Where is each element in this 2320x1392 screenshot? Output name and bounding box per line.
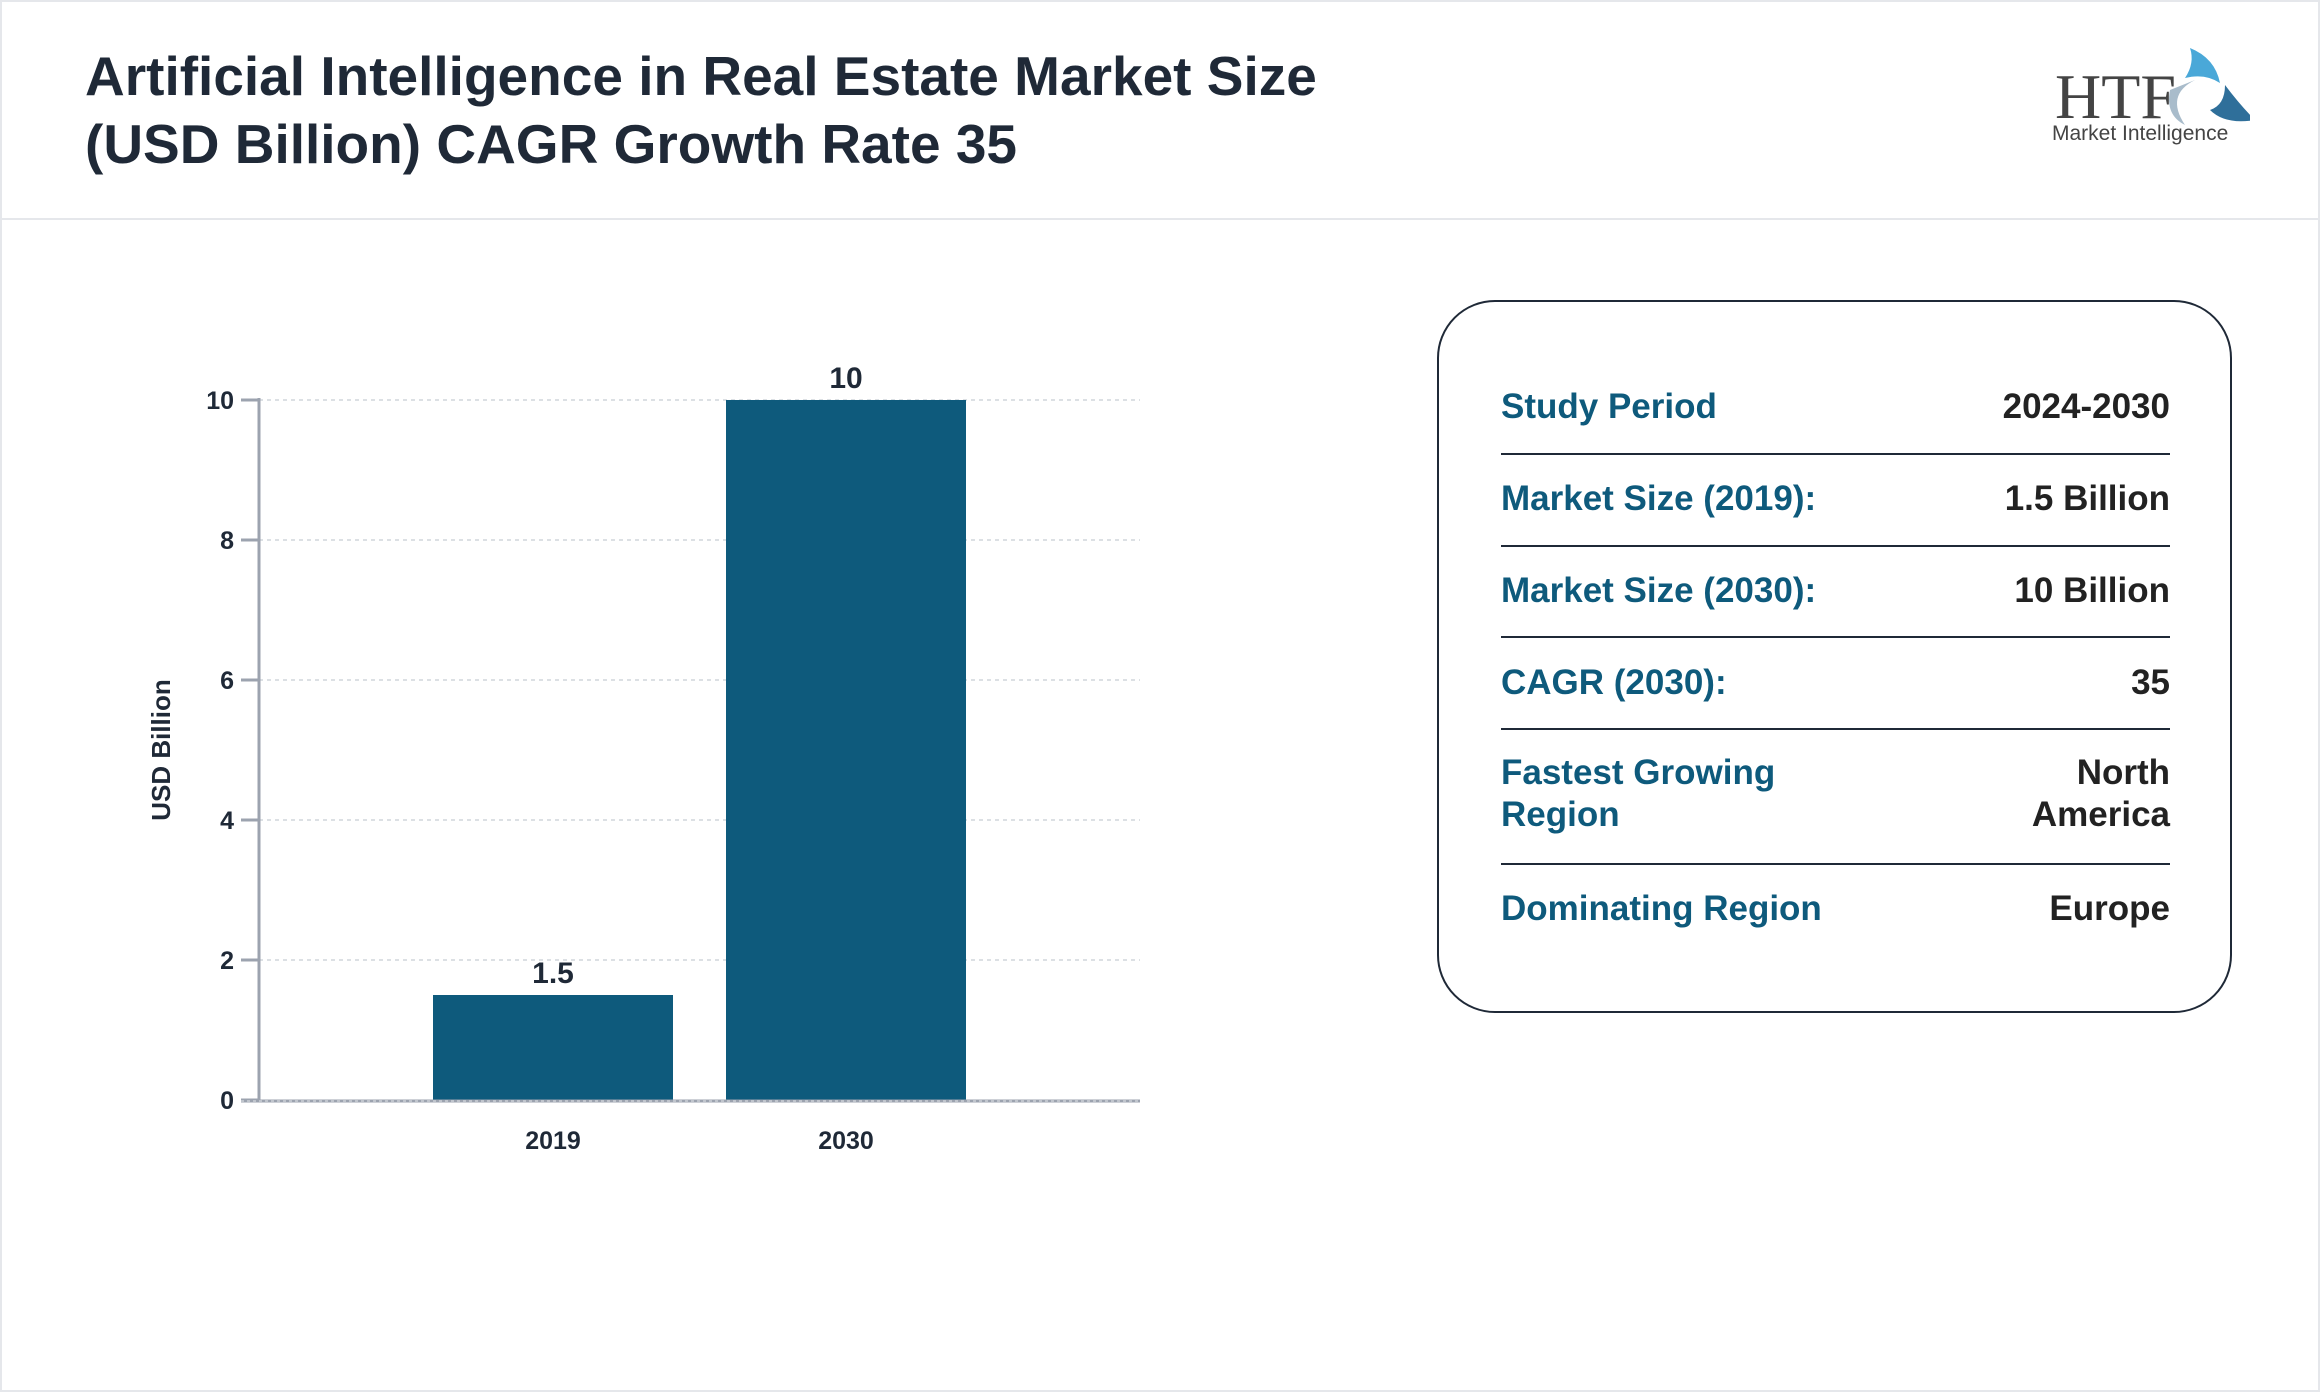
info-row: Study Period 2024-2030 [1501,386,2170,428]
info-value: 1.5 Billion [2004,479,2170,518]
info-card: Study Period 2024-2030 Market Size (2019):… [1437,300,2232,1013]
logo-swirl-icon [2185,48,2220,83]
x-tick-label: 2019 [525,1127,581,1155]
info-label: Dominating Region [1501,889,1822,928]
row-divider [1501,545,2170,547]
bar-chart: 0 2 4 6 8 10 1.5 2019 10 2030 USD Billion [146,362,1140,1155]
info-label: Study Period [1501,387,1717,426]
page-title: Artificial Intelligence in Real Estate M… [85,42,1317,178]
info-label: Market Size (2030): [1501,571,1817,610]
info-label: CAGR (2030): [1501,663,1727,702]
bar-2019 [433,995,673,1100]
info-value: Europe [2049,889,2170,928]
x-tick-label: 2030 [818,1127,874,1155]
info-value: North America [2031,753,2170,834]
htf-logo: HTF Market Intelligence [2052,48,2250,145]
info-row: Market Size (2019): 1.5 Billion [1501,478,2170,520]
data-label: 10 [829,362,862,395]
y-tick-label: 10 [206,387,234,415]
y-axis-label: USD Billion [146,679,176,821]
y-tick-label: 8 [220,527,234,555]
row-divider [1501,453,2170,455]
title-line-2: (USD Billion) CAGR Growth Rate 35 [85,113,1017,175]
y-tick-label: 0 [220,1087,234,1115]
info-label: Fastest Growing Region [1501,753,1776,834]
row-divider [1501,863,2170,865]
y-tick-label: 6 [220,667,234,695]
info-row: Fastest Growing Region North America [1501,752,2170,836]
bar-2030 [726,400,966,1100]
info-value: 35 [2131,663,2170,702]
row-divider [1501,728,2170,730]
info-value: 10 Billion [2014,571,2170,610]
logo-text: HTF [2055,61,2176,132]
row-divider [1501,636,2170,638]
y-tick-label: 2 [220,947,234,975]
logo-subtitle: Market Intelligence [2052,122,2228,145]
info-label: Market Size (2019): [1501,479,1817,518]
info-row: Market Size (2030): 10 Billion [1501,570,2170,612]
info-value: 2024-2030 [2002,387,2170,426]
info-row: Dominating Region Europe [1501,888,2170,930]
data-label: 1.5 [532,957,574,990]
header-divider [2,218,2318,220]
y-tick-label: 4 [220,807,234,835]
info-row: CAGR (2030): 35 [1501,662,2170,704]
title-line-1: Artificial Intelligence in Real Estate M… [85,45,1317,107]
